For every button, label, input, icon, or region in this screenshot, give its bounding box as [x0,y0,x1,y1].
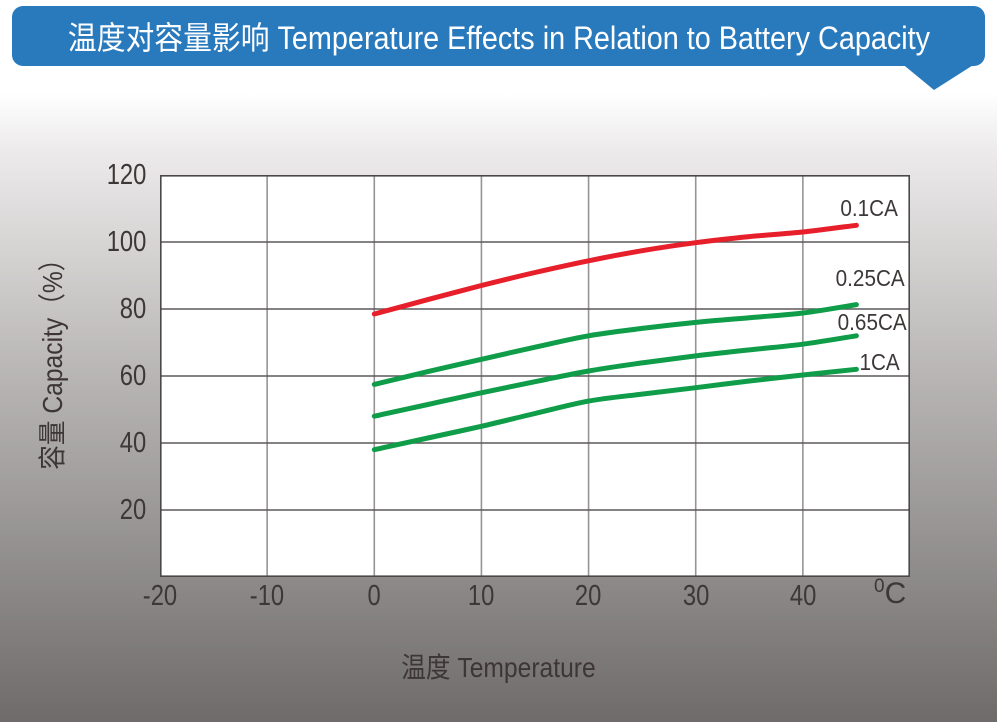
series-line-0.25CA [371,302,859,387]
y-tick-text: 100 [106,226,146,258]
banner-tail-triangle [900,62,978,90]
x-tick-text: 30 [682,580,709,612]
x-tick-label: 40 [763,581,843,611]
y-tick-text: 120 [106,159,146,191]
y-tick-label: 80 [56,294,146,324]
title-banner: 温度对容量影响 Temperature Effects in Relation … [12,6,985,66]
series-label-0.1ca: 0.1CA [840,195,898,221]
series-label-1ca: 1CA [859,349,900,375]
series-line-0.65CA [371,333,859,419]
x-tick-label: -10 [227,581,307,611]
x-axis-title: 温度 Temperature [400,652,596,683]
x-tick-text: 0 [367,580,381,612]
y-tick-label: 120 [56,160,146,190]
series-line-1CA [371,366,859,453]
y-tick-label: 60 [56,361,146,391]
series-label-0.25ca: 0.25CA [835,265,905,291]
plot-area [160,175,910,577]
banner-tail [900,62,978,90]
y-tick-label: 20 [56,495,146,525]
x-axis-unit-sup: 0 [874,576,885,597]
plot-border [160,175,910,577]
series-line-0.1CA [371,222,859,317]
x-tick-label: 30 [656,581,736,611]
y-axis-title: 容量 Capacity（%） [37,246,68,470]
y-tick-text: 60 [119,360,146,392]
x-tick-label: 20 [549,581,629,611]
x-tick-text: 10 [468,580,495,612]
plot-svg [160,175,910,577]
y-tick-text: 80 [119,293,146,325]
page-title: 温度对容量影响 Temperature Effects in Relation … [67,20,930,56]
x-tick-label: -20 [120,581,200,611]
x-tick-text: 20 [575,580,602,612]
y-tick-text: 20 [119,494,146,526]
x-tick-label: 0 [334,581,414,611]
y-tick-label: 40 [56,428,146,458]
y-tick-text: 40 [119,427,146,459]
x-tick-label: 10 [441,581,521,611]
x-tick-text: -10 [249,580,285,612]
x-axis-unit-base: C [884,577,907,610]
y-tick-label: 100 [56,227,146,257]
series-label-0.65ca: 0.65CA [837,309,907,335]
x-axis-unit: 0C [874,576,907,610]
x-tick-text: 40 [789,580,817,612]
x-tick-text: -20 [142,580,178,612]
